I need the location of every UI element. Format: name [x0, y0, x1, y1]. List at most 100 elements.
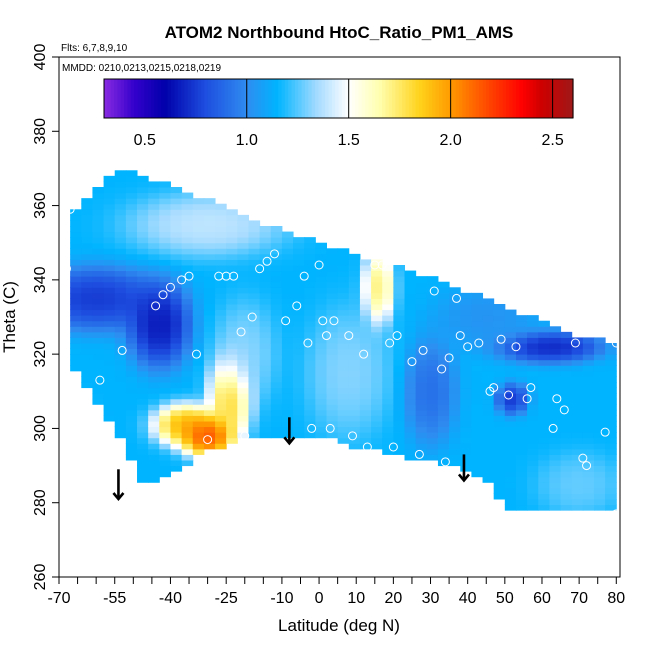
field-cell [437, 304, 450, 311]
field-cell [482, 326, 495, 333]
field-cell [270, 326, 283, 333]
field-cell [471, 343, 484, 350]
field-cell [471, 432, 484, 439]
field-cell [426, 343, 439, 350]
colorbar-swatch [499, 79, 504, 118]
colorbar-swatch [341, 79, 346, 118]
field-cell [549, 493, 562, 500]
field-cell [504, 437, 517, 444]
field-cell [148, 309, 160, 316]
field-cell [393, 437, 406, 444]
field-cell [103, 348, 116, 355]
field-cell [359, 404, 372, 411]
field-cell [504, 393, 517, 400]
field-cell [159, 226, 171, 233]
field-cell [81, 226, 93, 233]
field-cell [304, 265, 316, 272]
field-cell [137, 175, 149, 182]
field-cell [125, 315, 138, 322]
field-cell [192, 326, 205, 333]
field-cell [471, 398, 484, 405]
field-cell [293, 382, 305, 389]
field-cell [605, 432, 617, 439]
sample-marker [437, 364, 447, 374]
sample-marker [559, 405, 569, 415]
field-cell [437, 287, 450, 294]
field-cell [170, 421, 183, 428]
field-cell [437, 298, 450, 305]
field-cell [103, 326, 116, 333]
field-cell [571, 421, 584, 428]
field-cell [449, 432, 461, 439]
field-cell [404, 276, 417, 283]
field-cell [315, 276, 327, 283]
field-cell [203, 281, 216, 288]
field-cell [460, 354, 472, 361]
field-cell [337, 292, 350, 299]
field-cell [103, 320, 116, 327]
field-cell [382, 292, 394, 299]
colorbar-swatch [107, 79, 112, 118]
field-cell [293, 265, 305, 272]
colorbar-tick-label: 1.5 [338, 132, 360, 149]
field-cell [137, 292, 149, 299]
field-cell [515, 337, 528, 344]
colorbar-swatch [224, 79, 229, 118]
colorbar-swatch [432, 79, 437, 118]
field-cell [170, 387, 183, 394]
field-cell [560, 376, 573, 383]
field-cell [426, 365, 439, 372]
field-cell [159, 348, 171, 355]
colorbar-swatch [556, 79, 561, 118]
x-tick-label: -10 [270, 590, 293, 607]
field-cell [582, 387, 595, 394]
field-cell [203, 203, 216, 210]
field-cell [571, 487, 584, 494]
field-cell [371, 337, 383, 344]
sample-marker [463, 342, 473, 352]
field-cell [304, 298, 316, 305]
field-cell [270, 248, 283, 255]
field-cell [504, 454, 517, 461]
field-cell [203, 209, 216, 216]
field-cell [237, 409, 249, 416]
field-cell [237, 220, 249, 227]
field-cell [504, 331, 517, 338]
field-cell [382, 376, 394, 383]
field-cell [393, 421, 406, 428]
field-cell [549, 426, 562, 433]
field-cell [248, 426, 261, 433]
field-cell [92, 209, 105, 216]
field-cell [293, 337, 305, 344]
field-cell [382, 331, 394, 338]
field-cell [538, 460, 550, 467]
field-cell [471, 365, 484, 372]
field-cell [125, 270, 138, 277]
field-cell [170, 382, 183, 389]
field-cell [315, 242, 327, 249]
field-cell [449, 337, 461, 344]
field-cell [270, 259, 283, 266]
field-cell [114, 298, 127, 305]
colorbar: 0.5 1.0 1.5 2.0 2.5 [103, 78, 574, 149]
field-cell [237, 298, 249, 305]
field-cell [248, 359, 261, 366]
field-cell [504, 443, 517, 450]
sample-marker [504, 390, 514, 400]
field-cell [226, 432, 238, 439]
sample-marker [385, 338, 395, 348]
field-cell [426, 382, 439, 389]
colorbar-swatch [338, 79, 343, 118]
field-cell [281, 276, 294, 283]
field-cell [203, 398, 216, 405]
field-cell [437, 443, 450, 450]
field-cell [527, 315, 539, 322]
field-cell [92, 337, 105, 344]
field-cell [137, 237, 149, 244]
field-cell [371, 387, 383, 394]
field-cell [248, 393, 261, 400]
field-cell [281, 393, 294, 400]
field-cell [404, 315, 417, 322]
field-cell [404, 370, 417, 377]
field-cell [482, 320, 495, 327]
